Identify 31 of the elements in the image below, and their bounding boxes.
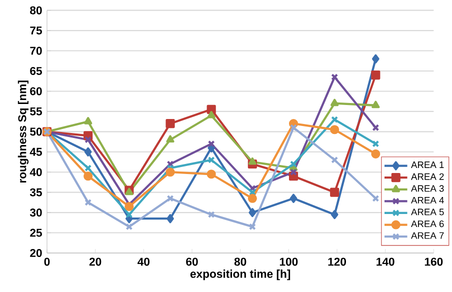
- legend-label: AREA 3: [411, 185, 444, 192]
- legend-label: AREA 6: [411, 220, 444, 228]
- y-tick-label: 60: [30, 87, 42, 96]
- x-tick-label: 60: [186, 258, 198, 266]
- y-tick-label: 45: [30, 148, 42, 156]
- x-axis-title: exposition time [h]: [190, 270, 290, 280]
- y-tick-label: 65: [30, 66, 42, 76]
- x-tick-label: 160: [424, 258, 443, 266]
- y-tick-label: 25: [30, 228, 42, 237]
- x-tick-label: 140: [376, 258, 394, 266]
- y-tick-label: 80: [30, 6, 42, 14]
- x-tick-label: 80: [234, 258, 246, 266]
- y-tick-label: 55: [30, 107, 42, 116]
- legend-label: AREA 2: [411, 173, 444, 180]
- y-tick-label: 75: [30, 26, 42, 34]
- y-tick-label: 20: [30, 248, 42, 258]
- legend-label: AREA 4: [411, 197, 444, 204]
- legend-label: AREA 5: [411, 208, 444, 216]
- y-tick-label: 35: [30, 188, 42, 196]
- legend-label: AREA 7: [411, 232, 444, 239]
- x-tick-label: 120: [328, 258, 346, 266]
- x-tick-label: 40: [138, 258, 150, 266]
- y-tick-label: 50: [30, 128, 42, 136]
- y-tick-label: 70: [30, 46, 42, 55]
- y-tick-label: 40: [30, 168, 42, 176]
- y-tick-label: 30: [30, 208, 42, 217]
- y-axis-title: roughness Sq [nm]: [18, 80, 29, 183]
- legend-label: AREA 1: [411, 162, 444, 168]
- x-tick-label: 0: [44, 258, 50, 266]
- x-tick-label: 20: [89, 258, 102, 266]
- x-tick-label: 100: [280, 258, 298, 266]
